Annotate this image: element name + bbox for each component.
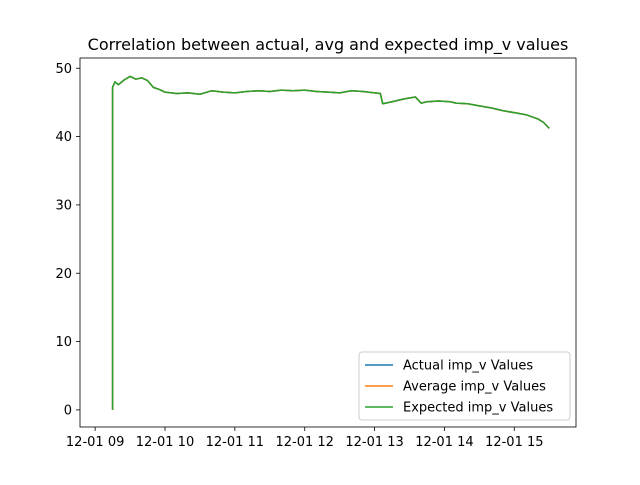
series-layer — [111, 75, 550, 410]
y-tick-label: 50 — [55, 62, 72, 77]
legend-label-3: Expected imp_v Values — [403, 401, 553, 416]
legend: Actual imp_v Values Average imp_v Values E… — [358, 351, 571, 421]
y-tick-label: 20 — [55, 267, 72, 282]
x-tick-label: 12-01 10 — [136, 435, 194, 450]
x-tick-label: 12-01 11 — [206, 435, 264, 450]
x-tick-label: 12-01 12 — [275, 435, 333, 450]
plot-frame — [79, 57, 577, 428]
y-tick-label: 40 — [55, 130, 72, 145]
chart-title: Correlation between actual, avg and expe… — [88, 35, 569, 55]
legend-label-2: Average imp_v Values — [403, 380, 546, 395]
legend-label-1: Actual imp_v Values — [403, 359, 533, 374]
x-tick-label: 12-01 14 — [415, 435, 473, 450]
y-tick-label: 30 — [55, 198, 72, 213]
y-tick-label: 10 — [55, 335, 72, 350]
y-tick-label: 0 — [64, 403, 72, 418]
series-line-3 — [111, 75, 550, 410]
axes-layer: 0 10 20 30 40 50 12-01 09 12-01 10 12-01 11 12-01… — [55, 57, 577, 450]
legend-box — [358, 351, 571, 421]
x-tick-label: 12-01 09 — [66, 435, 124, 450]
x-tick-label: 12-01 13 — [345, 435, 403, 450]
x-tick-label: 12-01 15 — [485, 435, 543, 450]
